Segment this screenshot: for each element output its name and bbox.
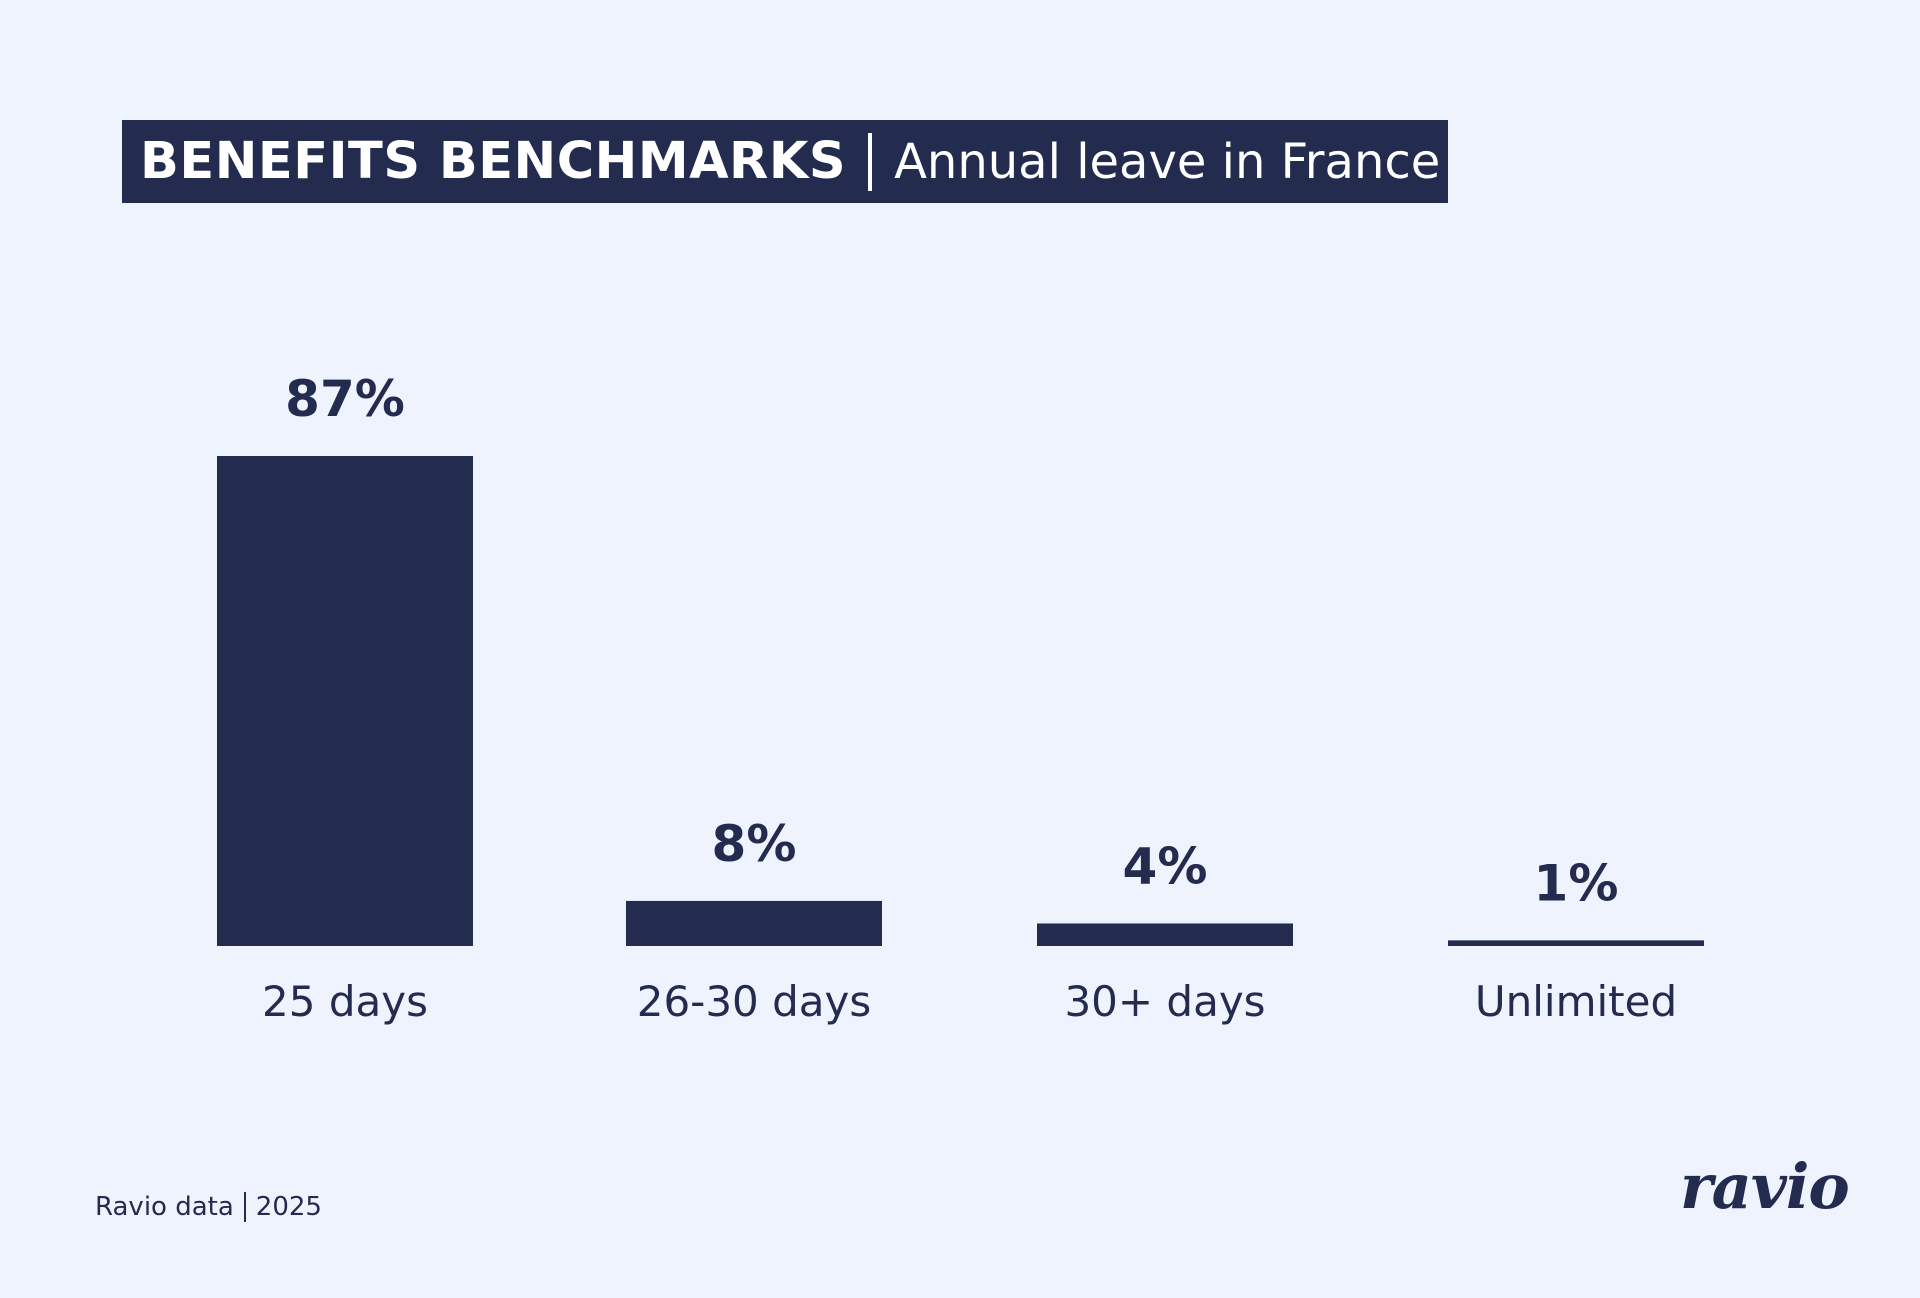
title-banner: BENEFITS BENCHMARKS Annual leave in Fran…: [122, 120, 1448, 203]
category-label-1: 25 days: [262, 977, 428, 1026]
ravio-logo: ravio: [1680, 1150, 1850, 1223]
value-label-2: 8%: [712, 815, 797, 873]
data-source: Ravio data 2025: [95, 1192, 322, 1222]
chart-title: BENEFITS BENCHMARKS: [140, 132, 847, 191]
bar-1: [217, 456, 473, 946]
source-label: Ravio data: [95, 1192, 234, 1222]
category-label-4: Unlimited: [1475, 977, 1677, 1026]
source-year: 2025: [255, 1192, 322, 1222]
bar-4: [1448, 940, 1704, 946]
bar-2: [626, 900, 882, 946]
value-label-3: 4%: [1123, 837, 1208, 895]
value-label-4: 1%: [1534, 854, 1619, 912]
chart-subtitle: Annual leave in France: [894, 133, 1441, 190]
footer-divider: [243, 1192, 246, 1222]
title-divider: [868, 132, 873, 191]
category-label-3: 30+ days: [1064, 977, 1265, 1026]
bar-3: [1037, 923, 1293, 946]
value-label-1: 87%: [285, 370, 405, 428]
category-label-2: 26-30 days: [637, 977, 872, 1026]
